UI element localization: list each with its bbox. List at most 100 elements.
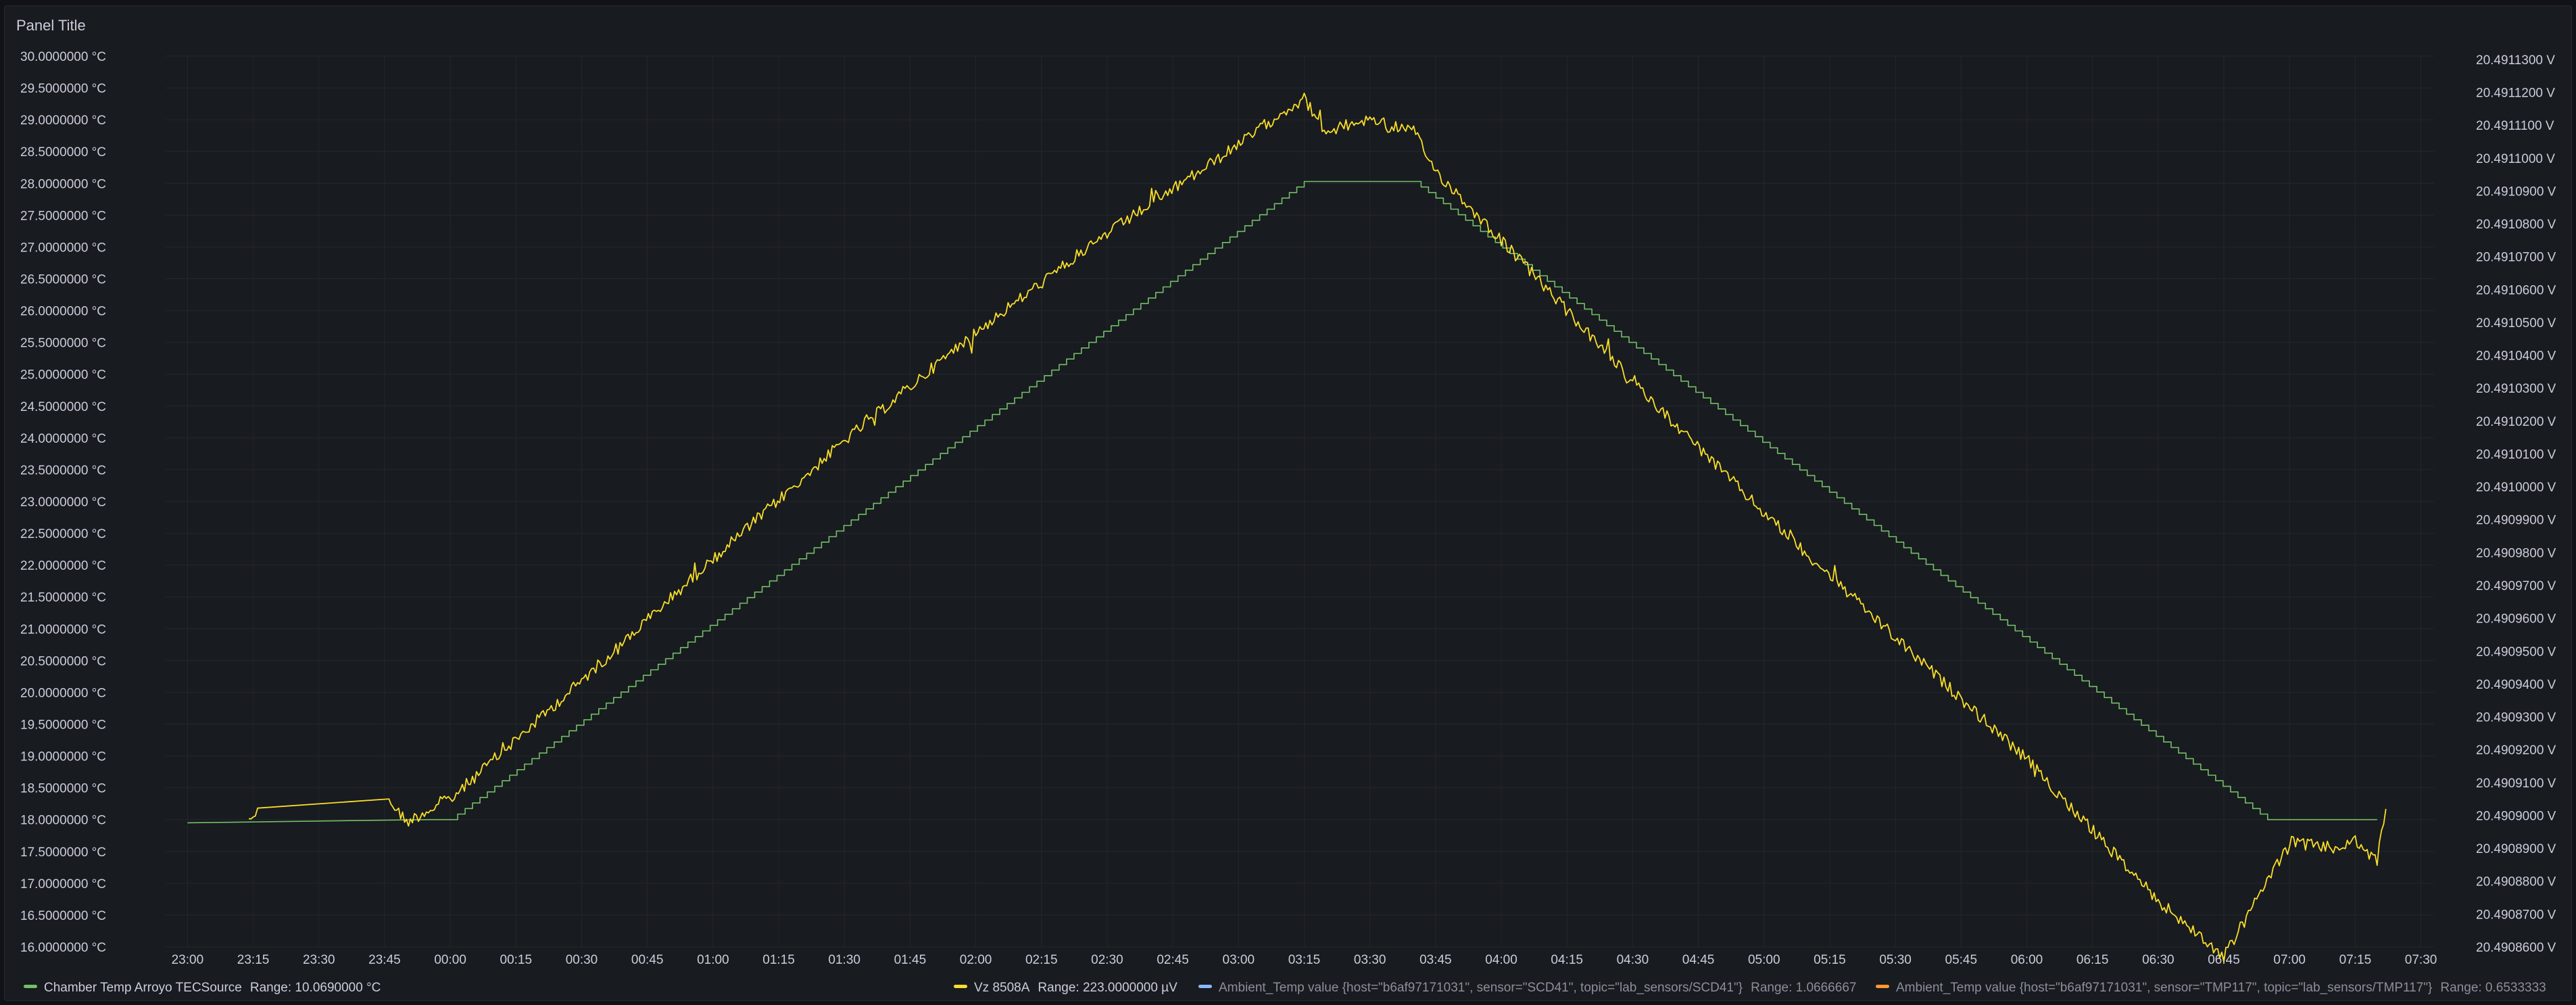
y-right-tick-label: 20.4908900 V: [2476, 842, 2556, 856]
x-tick-label: 00:00: [434, 953, 466, 967]
x-tick-label: 23:15: [237, 953, 270, 967]
y-left-tick-label: 22.5000000 °C: [20, 527, 106, 541]
x-tick-label: 01:45: [894, 953, 927, 967]
x-tick-label: 01:15: [762, 953, 795, 967]
x-tick-label: 05:15: [1814, 953, 1846, 967]
x-tick-label: 04:30: [1617, 953, 1649, 967]
legend-swatch: [954, 985, 967, 989]
y-left-tick-label: 29.0000000 °C: [20, 114, 106, 128]
grid-lines: [166, 55, 2434, 948]
y-right-tick-label: 20.4910500 V: [2476, 316, 2556, 330]
legend-series-name: Ambient_Temp value {host="b6af97171031",…: [1896, 981, 2433, 995]
legend-series-name: Ambient_Temp value {host="b6af97171031",…: [1219, 981, 1743, 995]
series-line-1: [248, 93, 2387, 963]
y-right-tick-label: 20.4909000 V: [2476, 809, 2556, 823]
y-right-tick-label: 20.4909100 V: [2476, 777, 2556, 791]
legend-range: Range: 223.0000000 µV: [1038, 981, 1177, 995]
legend-item[interactable]: Vz 8508A Range: 223.0000000 µV: [954, 978, 1177, 998]
y-right-tick-label: 20.4910200 V: [2476, 415, 2556, 429]
y-left-tick-label: 19.0000000 °C: [20, 750, 106, 764]
legend-series-name: Chamber Temp Arroyo TECSource: [44, 981, 242, 995]
y-left-tick-label: 26.5000000 °C: [20, 273, 106, 287]
y-right-tick-label: 20.4909400 V: [2476, 678, 2556, 692]
y-left-tick-label: 21.0000000 °C: [20, 622, 106, 637]
x-tick-label: 03:00: [1223, 953, 1255, 967]
panel: Panel Title 16.0000000 °C 16.5000000 °C 17…: [4, 5, 2572, 1001]
y-left-tick-label: 24.5000000 °C: [20, 400, 106, 414]
x-axis: 23:00 23:15 23:30 23:45 00:00 00:15 00:30 00:45…: [172, 953, 2437, 967]
y-left-tick-label: 29.5000000 °C: [20, 82, 106, 96]
y-left-tick-label: 16.5000000 °C: [20, 909, 106, 923]
x-tick-label: 05:00: [1748, 953, 1780, 967]
y-right-tick-label: 20.4909800 V: [2476, 546, 2556, 560]
y-right-tick-label: 20.4909200 V: [2476, 743, 2556, 758]
panel-title[interactable]: Panel Title: [16, 17, 86, 34]
y-right-tick-label: 20.4909700 V: [2476, 579, 2556, 593]
y-left-tick-label: 21.5000000 °C: [20, 591, 106, 605]
x-tick-label: 00:30: [566, 953, 598, 967]
legend-series-name: Vz 8508A: [974, 981, 1030, 995]
legend-item[interactable]: Ambient_Temp value {host="b6af97171031",…: [1876, 978, 2546, 998]
x-tick-label: 00:15: [500, 953, 533, 967]
x-tick-label: 01:00: [697, 953, 729, 967]
x-tick-label: 02:45: [1157, 953, 1189, 967]
y-left-tick-label: 28.5000000 °C: [20, 145, 106, 160]
x-tick-label: 07:30: [2405, 953, 2437, 967]
x-tick-label: 04:00: [1485, 953, 1517, 967]
y-left-tick-label: 23.5000000 °C: [20, 464, 106, 478]
x-tick-label: 03:45: [1419, 953, 1452, 967]
x-tick-label: 03:30: [1354, 953, 1386, 967]
y-right-axis: 20.4908600 V 20.4908700 V 20.4908800 V 20.4…: [2476, 53, 2556, 955]
legend-range: Range: 10.0690000 °C: [249, 981, 381, 995]
legend-range: Range: 0.6533333: [2440, 981, 2546, 995]
y-left-tick-label: 23.0000000 °C: [20, 495, 106, 510]
y-right-tick-label: 20.4909500 V: [2476, 645, 2556, 659]
x-tick-label: 06:30: [2142, 953, 2174, 967]
y-left-tick-label: 24.0000000 °C: [20, 432, 106, 446]
y-left-tick-label: 19.5000000 °C: [20, 718, 106, 733]
y-right-tick-label: 20.4910400 V: [2476, 349, 2556, 364]
y-right-tick-label: 20.4911100 V: [2476, 119, 2554, 133]
x-tick-label: 23:30: [303, 953, 335, 967]
x-tick-label: 05:30: [1879, 953, 1912, 967]
y-right-tick-label: 20.4908600 V: [2476, 941, 2556, 955]
y-right-tick-label: 20.4909600 V: [2476, 612, 2556, 627]
y-left-tick-label: 20.5000000 °C: [20, 654, 106, 668]
y-right-tick-label: 20.4908700 V: [2476, 908, 2556, 922]
y-right-tick-label: 20.4910700 V: [2476, 251, 2556, 265]
y-right-tick-label: 20.4910000 V: [2476, 481, 2556, 495]
series-line-0: [187, 180, 2377, 824]
x-tick-label: 23:00: [172, 953, 204, 967]
y-right-tick-label: 20.4910800 V: [2476, 218, 2556, 232]
y-left-tick-label: 30.0000000 °C: [20, 50, 106, 64]
y-left-tick-label: 22.0000000 °C: [20, 559, 106, 573]
y-left-tick-label: 18.0000000 °C: [20, 814, 106, 828]
time-series-chart[interactable]: 16.0000000 °C 16.5000000 °C 17.0000000 °C 1…: [5, 6, 2573, 1002]
series-lines: [187, 93, 2387, 963]
y-right-tick-label: 20.4908800 V: [2476, 875, 2556, 889]
legend-range: Range: 1.0666667: [1751, 981, 1857, 995]
x-tick-label: 04:15: [1551, 953, 1583, 967]
x-tick-label: 00:45: [631, 953, 664, 967]
y-left-tick-label: 25.0000000 °C: [20, 368, 106, 383]
x-tick-label: 05:45: [1945, 953, 1978, 967]
legend-swatch: [1876, 985, 1889, 989]
y-left-tick-label: 26.0000000 °C: [20, 305, 106, 319]
x-tick-label: 07:00: [2273, 953, 2306, 967]
x-tick-label: 01:30: [828, 953, 860, 967]
x-tick-label: 02:00: [960, 953, 992, 967]
y-right-tick-label: 20.4911200 V: [2476, 86, 2555, 100]
x-tick-label: 23:45: [368, 953, 401, 967]
legend-item[interactable]: Ambient_Temp value {host="b6af97171031",…: [1198, 978, 1856, 998]
x-tick-label: 02:15: [1025, 953, 1058, 967]
x-tick-label: 02:30: [1091, 953, 1123, 967]
x-tick-label: 06:00: [2011, 953, 2043, 967]
y-left-axis: 16.0000000 °C 16.5000000 °C 17.0000000 °C 1…: [20, 50, 106, 955]
y-right-tick-label: 20.4911300 V: [2476, 53, 2555, 68]
legend-item[interactable]: Chamber Temp Arroyo TECSource Range: 10.0…: [24, 978, 381, 998]
y-left-tick-label: 28.0000000 °C: [20, 177, 106, 191]
x-tick-label: 04:45: [1682, 953, 1715, 967]
y-left-tick-label: 27.0000000 °C: [20, 241, 106, 255]
y-right-tick-label: 20.4909900 V: [2476, 514, 2556, 528]
y-left-tick-label: 25.5000000 °C: [20, 337, 106, 351]
